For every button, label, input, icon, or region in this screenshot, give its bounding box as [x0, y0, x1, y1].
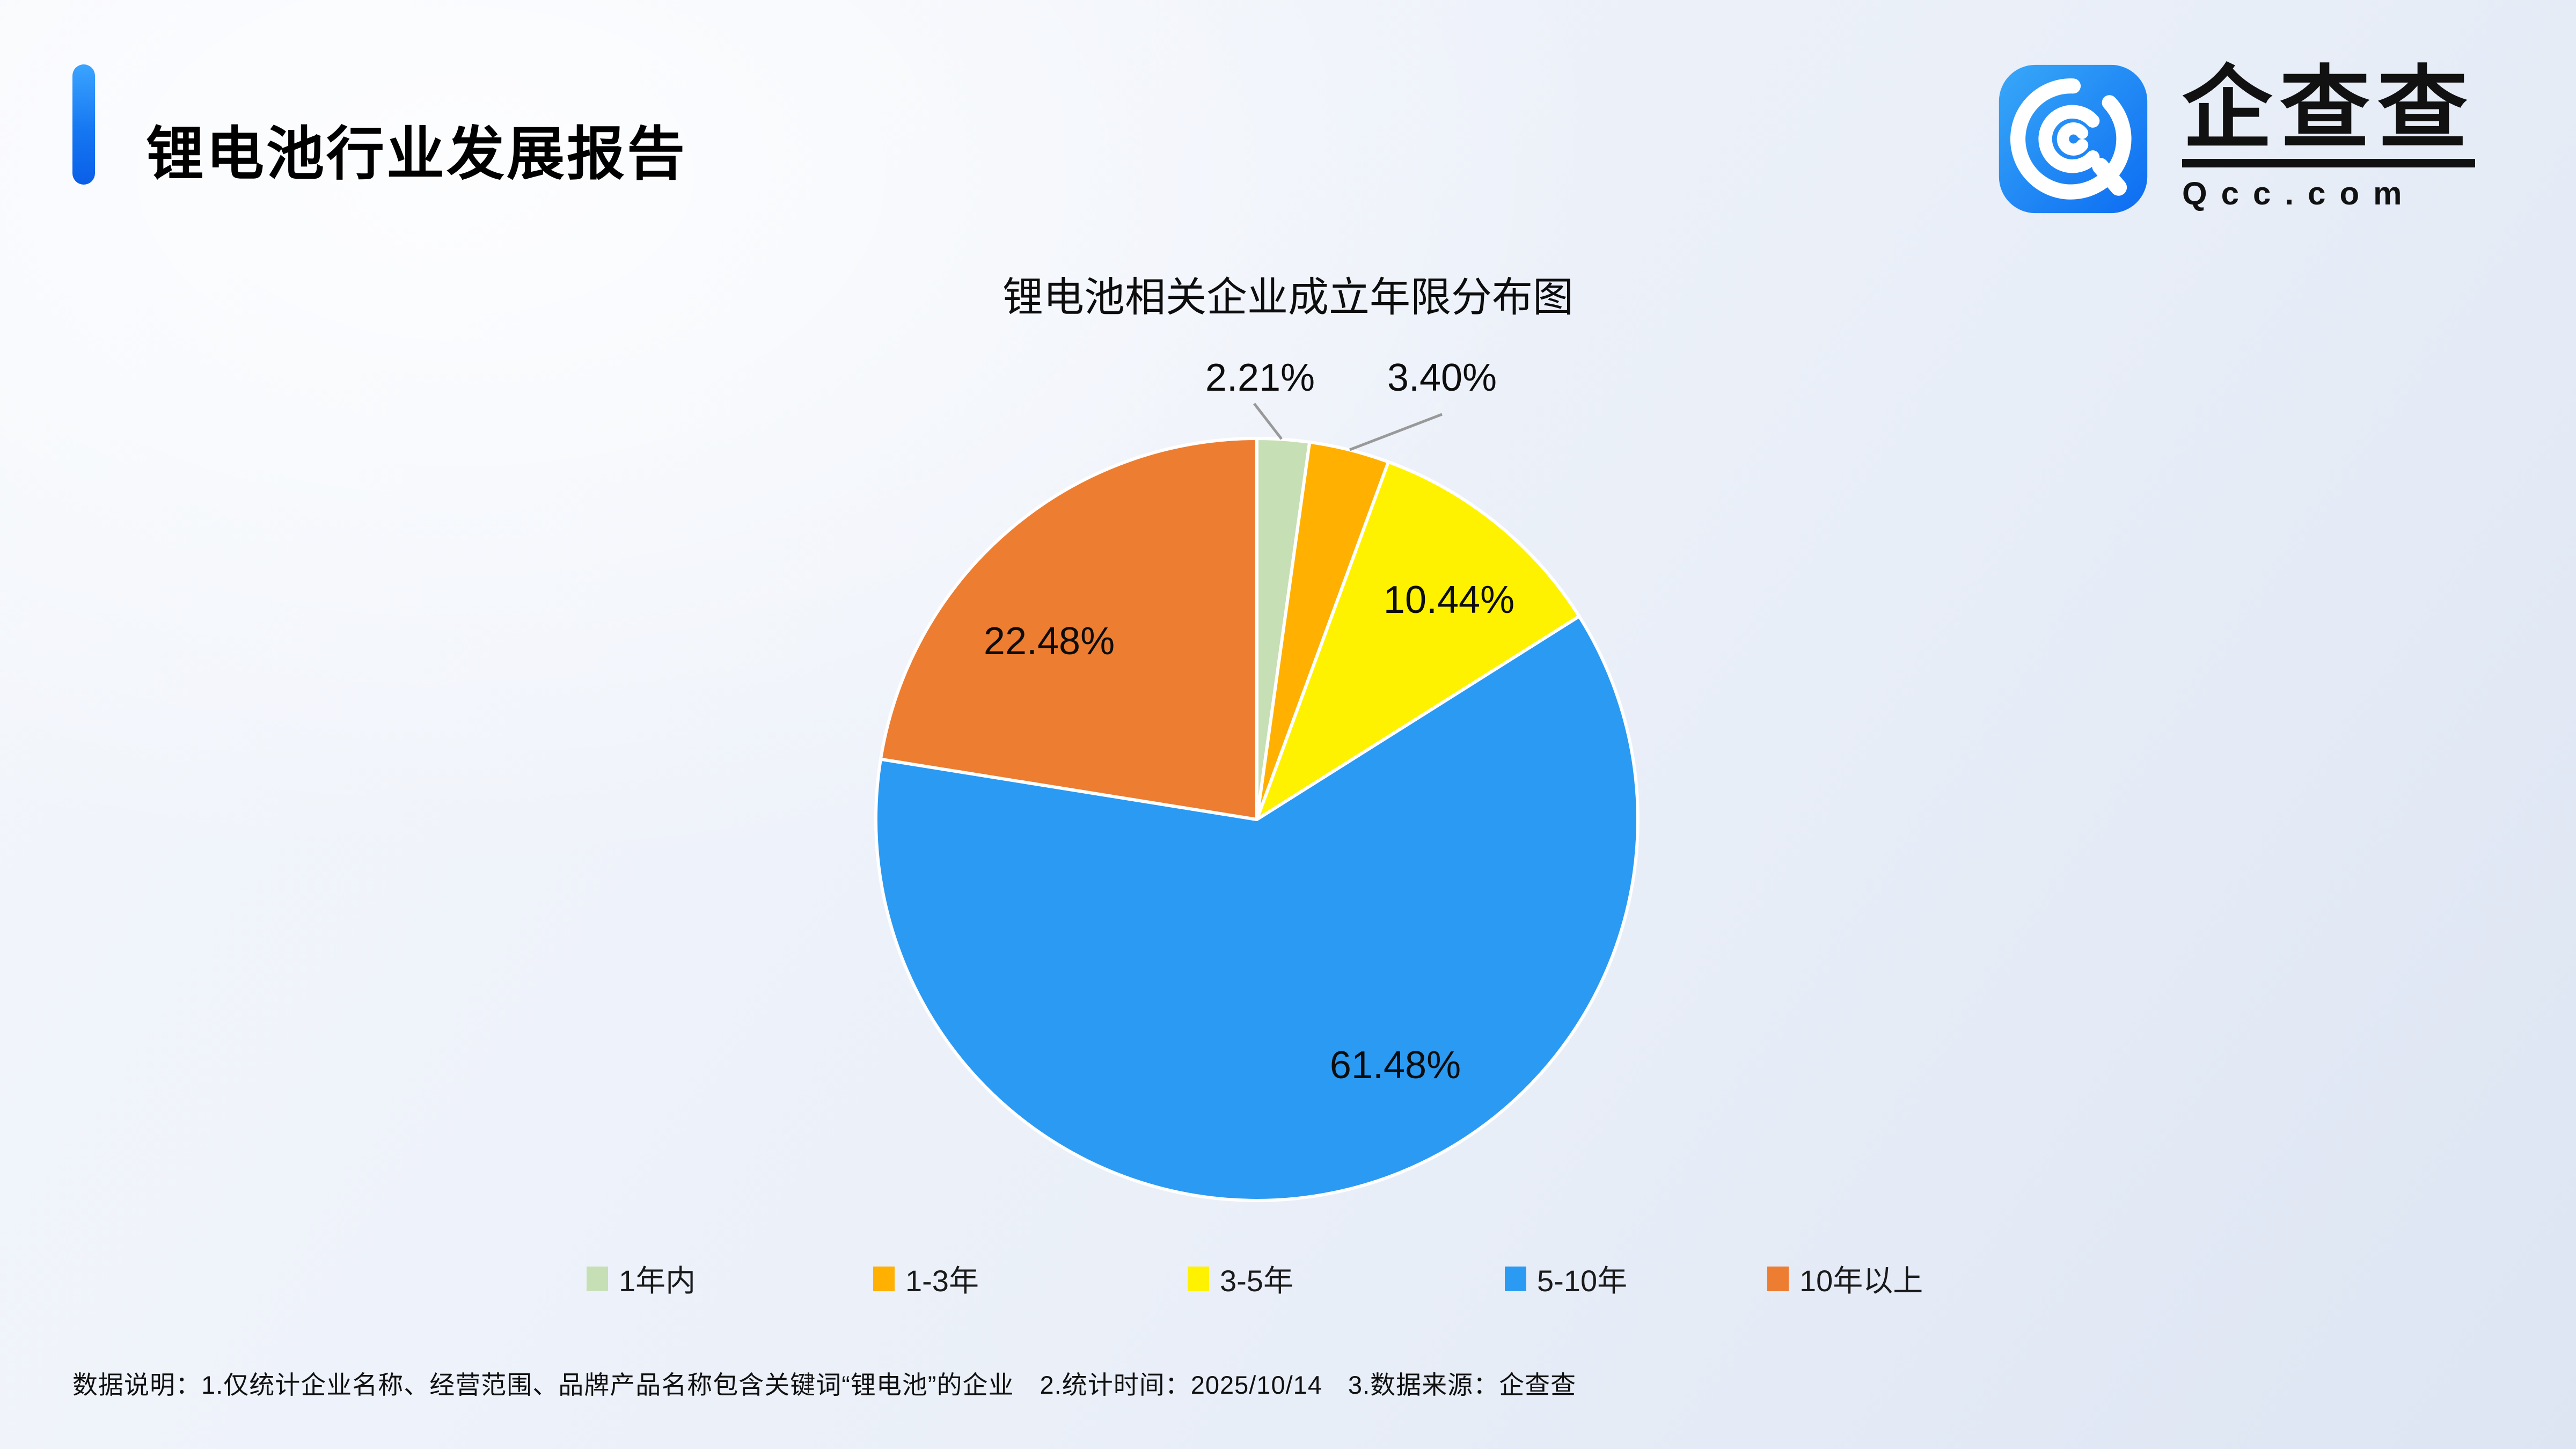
legend-item-5-10yr: 5-10年 — [1505, 1257, 1627, 1300]
legend-item-3-5yr: 3-5年 — [1188, 1257, 1293, 1300]
brand-name: 企查查 — [2182, 63, 2475, 167]
legend-swatch-1-3yr — [873, 1266, 895, 1291]
qcc-logo: 企查查 Qcc.com — [1997, 63, 2475, 215]
footer-data-note: 数据说明：1.仅统计企业名称、经营范围、品牌产品名称包含关键词“锂电池”的企业 … — [72, 1371, 1577, 1399]
pie-value-label-10yr: 22.48% — [983, 620, 1115, 663]
pie-value-label-3-5yr: 10.44% — [1383, 579, 1515, 621]
chart-title: 锂电池相关企业成立年限分布图 — [1002, 275, 1574, 320]
title-accent-bar — [72, 64, 95, 185]
legend-item-1yr: 1年内 — [587, 1257, 696, 1300]
legend-label-1-3yr: 1-3年 — [905, 1264, 979, 1298]
legend-swatch-10yr — [1767, 1266, 1789, 1291]
pie-slice-3 — [874, 614, 1640, 1202]
pie-value-label-1yr: 2.21% — [1205, 356, 1315, 399]
leader-line-1yr — [1253, 402, 1283, 440]
pie-slice-4 — [879, 437, 1258, 821]
legend-item-10yr: 10年以上 — [1767, 1257, 1923, 1300]
pie-slice-2 — [1255, 460, 1581, 821]
legend-item-1-3yr: 1-3年 — [873, 1257, 979, 1300]
page-title: 锂电池行业发展报告 — [146, 121, 687, 187]
legend-swatch-5-10yr — [1505, 1266, 1526, 1291]
legend-label-10yr: 10年以上 — [1799, 1264, 1923, 1298]
qcc-spiral-q-icon — [1999, 64, 2148, 214]
logo-wordmark: 企查查 Qcc.com — [2182, 63, 2475, 212]
legend-label-1yr: 1年内 — [619, 1264, 696, 1298]
legend-label-5-10yr: 5-10年 — [1537, 1264, 1628, 1298]
legend-label-3-5yr: 3-5年 — [1220, 1264, 1293, 1298]
legend-swatch-1yr — [587, 1266, 608, 1291]
pie-value-label-1-3yr: 3.40% — [1387, 356, 1497, 399]
legend-swatch-3-5yr — [1188, 1266, 1209, 1291]
pie-value-label-5-10yr: 61.48% — [1329, 1044, 1461, 1087]
leader-line-1-3yr — [1349, 413, 1443, 451]
brand-domain: Qcc.com — [2182, 175, 2416, 211]
